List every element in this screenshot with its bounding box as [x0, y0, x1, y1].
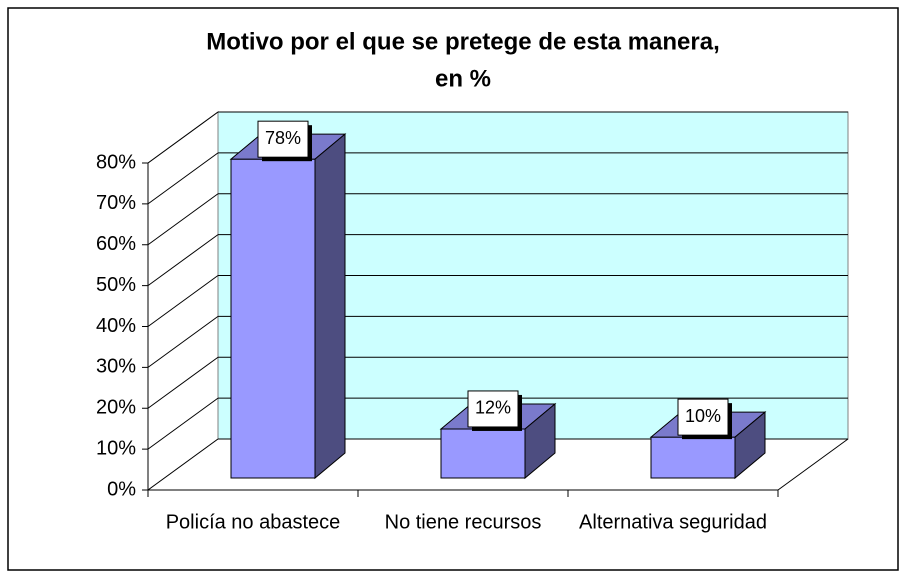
grid-line — [147, 356, 219, 409]
y-tick-label: 60% — [96, 233, 136, 255]
data-label: 78% — [265, 128, 301, 148]
x-tick-label: Alternativa seguridad — [579, 511, 767, 533]
floor-edge — [777, 438, 849, 491]
y-tick-label: 80% — [96, 151, 136, 173]
grid-line — [147, 275, 219, 327]
label-box — [467, 390, 519, 428]
bar-side — [734, 411, 766, 480]
grid-line — [147, 315, 219, 368]
bar-side — [314, 133, 346, 480]
y-tick-label: 40% — [96, 315, 136, 337]
y-tick-label: 30% — [96, 356, 136, 378]
chart-title: Motivo por el que se pretege de esta man… — [206, 28, 720, 55]
chart-title: en % — [435, 65, 491, 92]
grid-line — [147, 234, 219, 287]
grid-line — [147, 438, 219, 491]
x-tick-label: No tiene recursos — [385, 511, 542, 533]
label-box — [677, 398, 729, 436]
grid-line — [147, 193, 219, 246]
grid-line — [147, 152, 219, 205]
bar-front — [440, 428, 526, 479]
bar-front — [650, 436, 736, 479]
grid-line — [147, 111, 219, 164]
y-tick-label: 20% — [96, 397, 136, 419]
y-tick-label: 0% — [107, 478, 136, 500]
y-tick-label: 50% — [96, 274, 136, 296]
data-label: 12% — [475, 398, 511, 418]
y-tick-label: 70% — [96, 192, 136, 214]
bar-side — [524, 402, 556, 480]
y-tick-label: 10% — [96, 437, 136, 459]
grid-line — [147, 397, 219, 450]
bar — [229, 133, 347, 480]
data-label: 10% — [685, 406, 721, 426]
label-box — [257, 120, 309, 158]
x-tick-label: Policía no abastece — [166, 511, 341, 533]
bar-front — [230, 158, 316, 479]
